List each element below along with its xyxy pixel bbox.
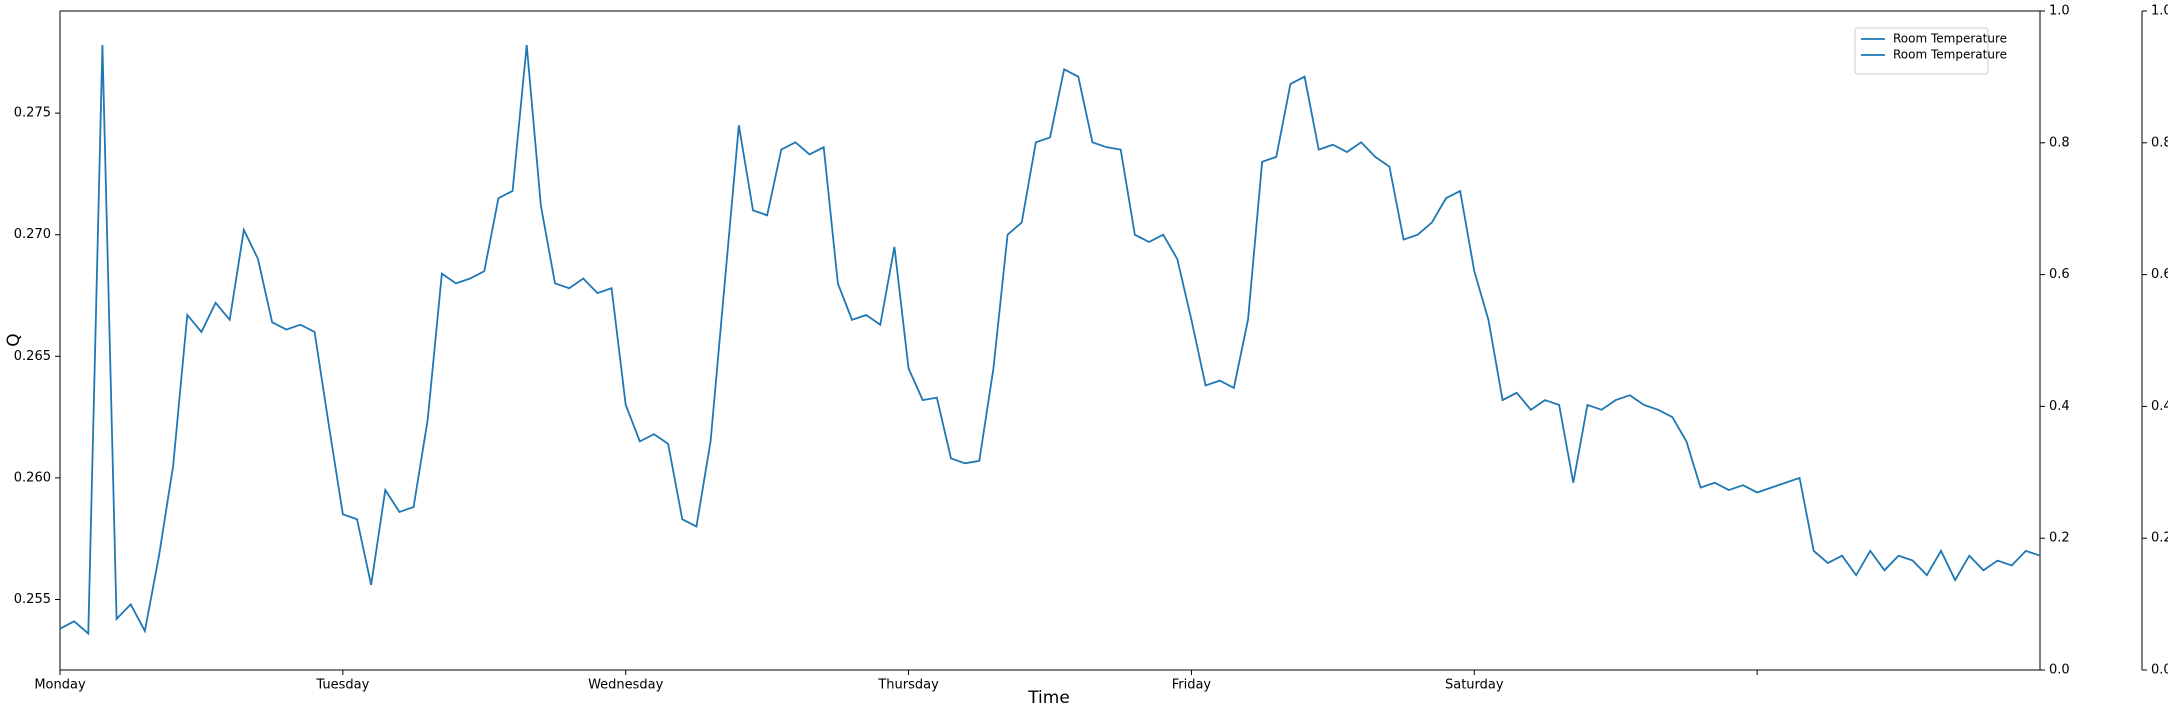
y2-tick-label: 0.6 [2049,267,2070,282]
x-tick-label: Monday [34,678,86,693]
x-tick-label: Tuesday [315,678,369,693]
y2-tick-label: 0.8 [2049,135,2070,150]
y3-tick-label: 0.8 [2151,135,2168,150]
y3-tick-label: 0.6 [2151,267,2168,282]
y-tick-label: 0.270 [14,227,51,242]
y3-tick-label: 0.4 [2151,399,2168,414]
x-tick-label: Saturday [1445,678,1504,693]
y2-tick-label: 0.4 [2049,399,2070,414]
y-axis-label: Q [4,333,24,346]
legend-box [1854,27,1989,75]
x-axis-label: Time [1027,688,1070,708]
x-tick-label: Friday [1172,678,1212,693]
y2-tick-label: 0.2 [2049,531,2070,546]
y3-tick-label: 0.2 [2151,531,2168,546]
plot-frame [59,10,2041,671]
y2-tick-label: 1.0 [2049,4,2070,19]
legend-label: Room Temperature [1893,32,2007,46]
y3-tick-label: 0.0 [2151,663,2168,678]
y3-tick-label: 1.0 [2151,4,2168,19]
data-line [59,44,2041,636]
y-tick-label: 0.255 [14,592,51,607]
y2-tick-label: 0.0 [2049,663,2070,678]
x-tick-label: Thursday [877,678,939,693]
x-tick-label: Wednesday [588,678,664,693]
legend-label: Room Temperature [1893,48,2007,62]
y-tick-label: 0.275 [14,106,51,121]
y-tick-label: 0.265 [14,349,51,364]
y-tick-label: 0.260 [14,470,51,485]
